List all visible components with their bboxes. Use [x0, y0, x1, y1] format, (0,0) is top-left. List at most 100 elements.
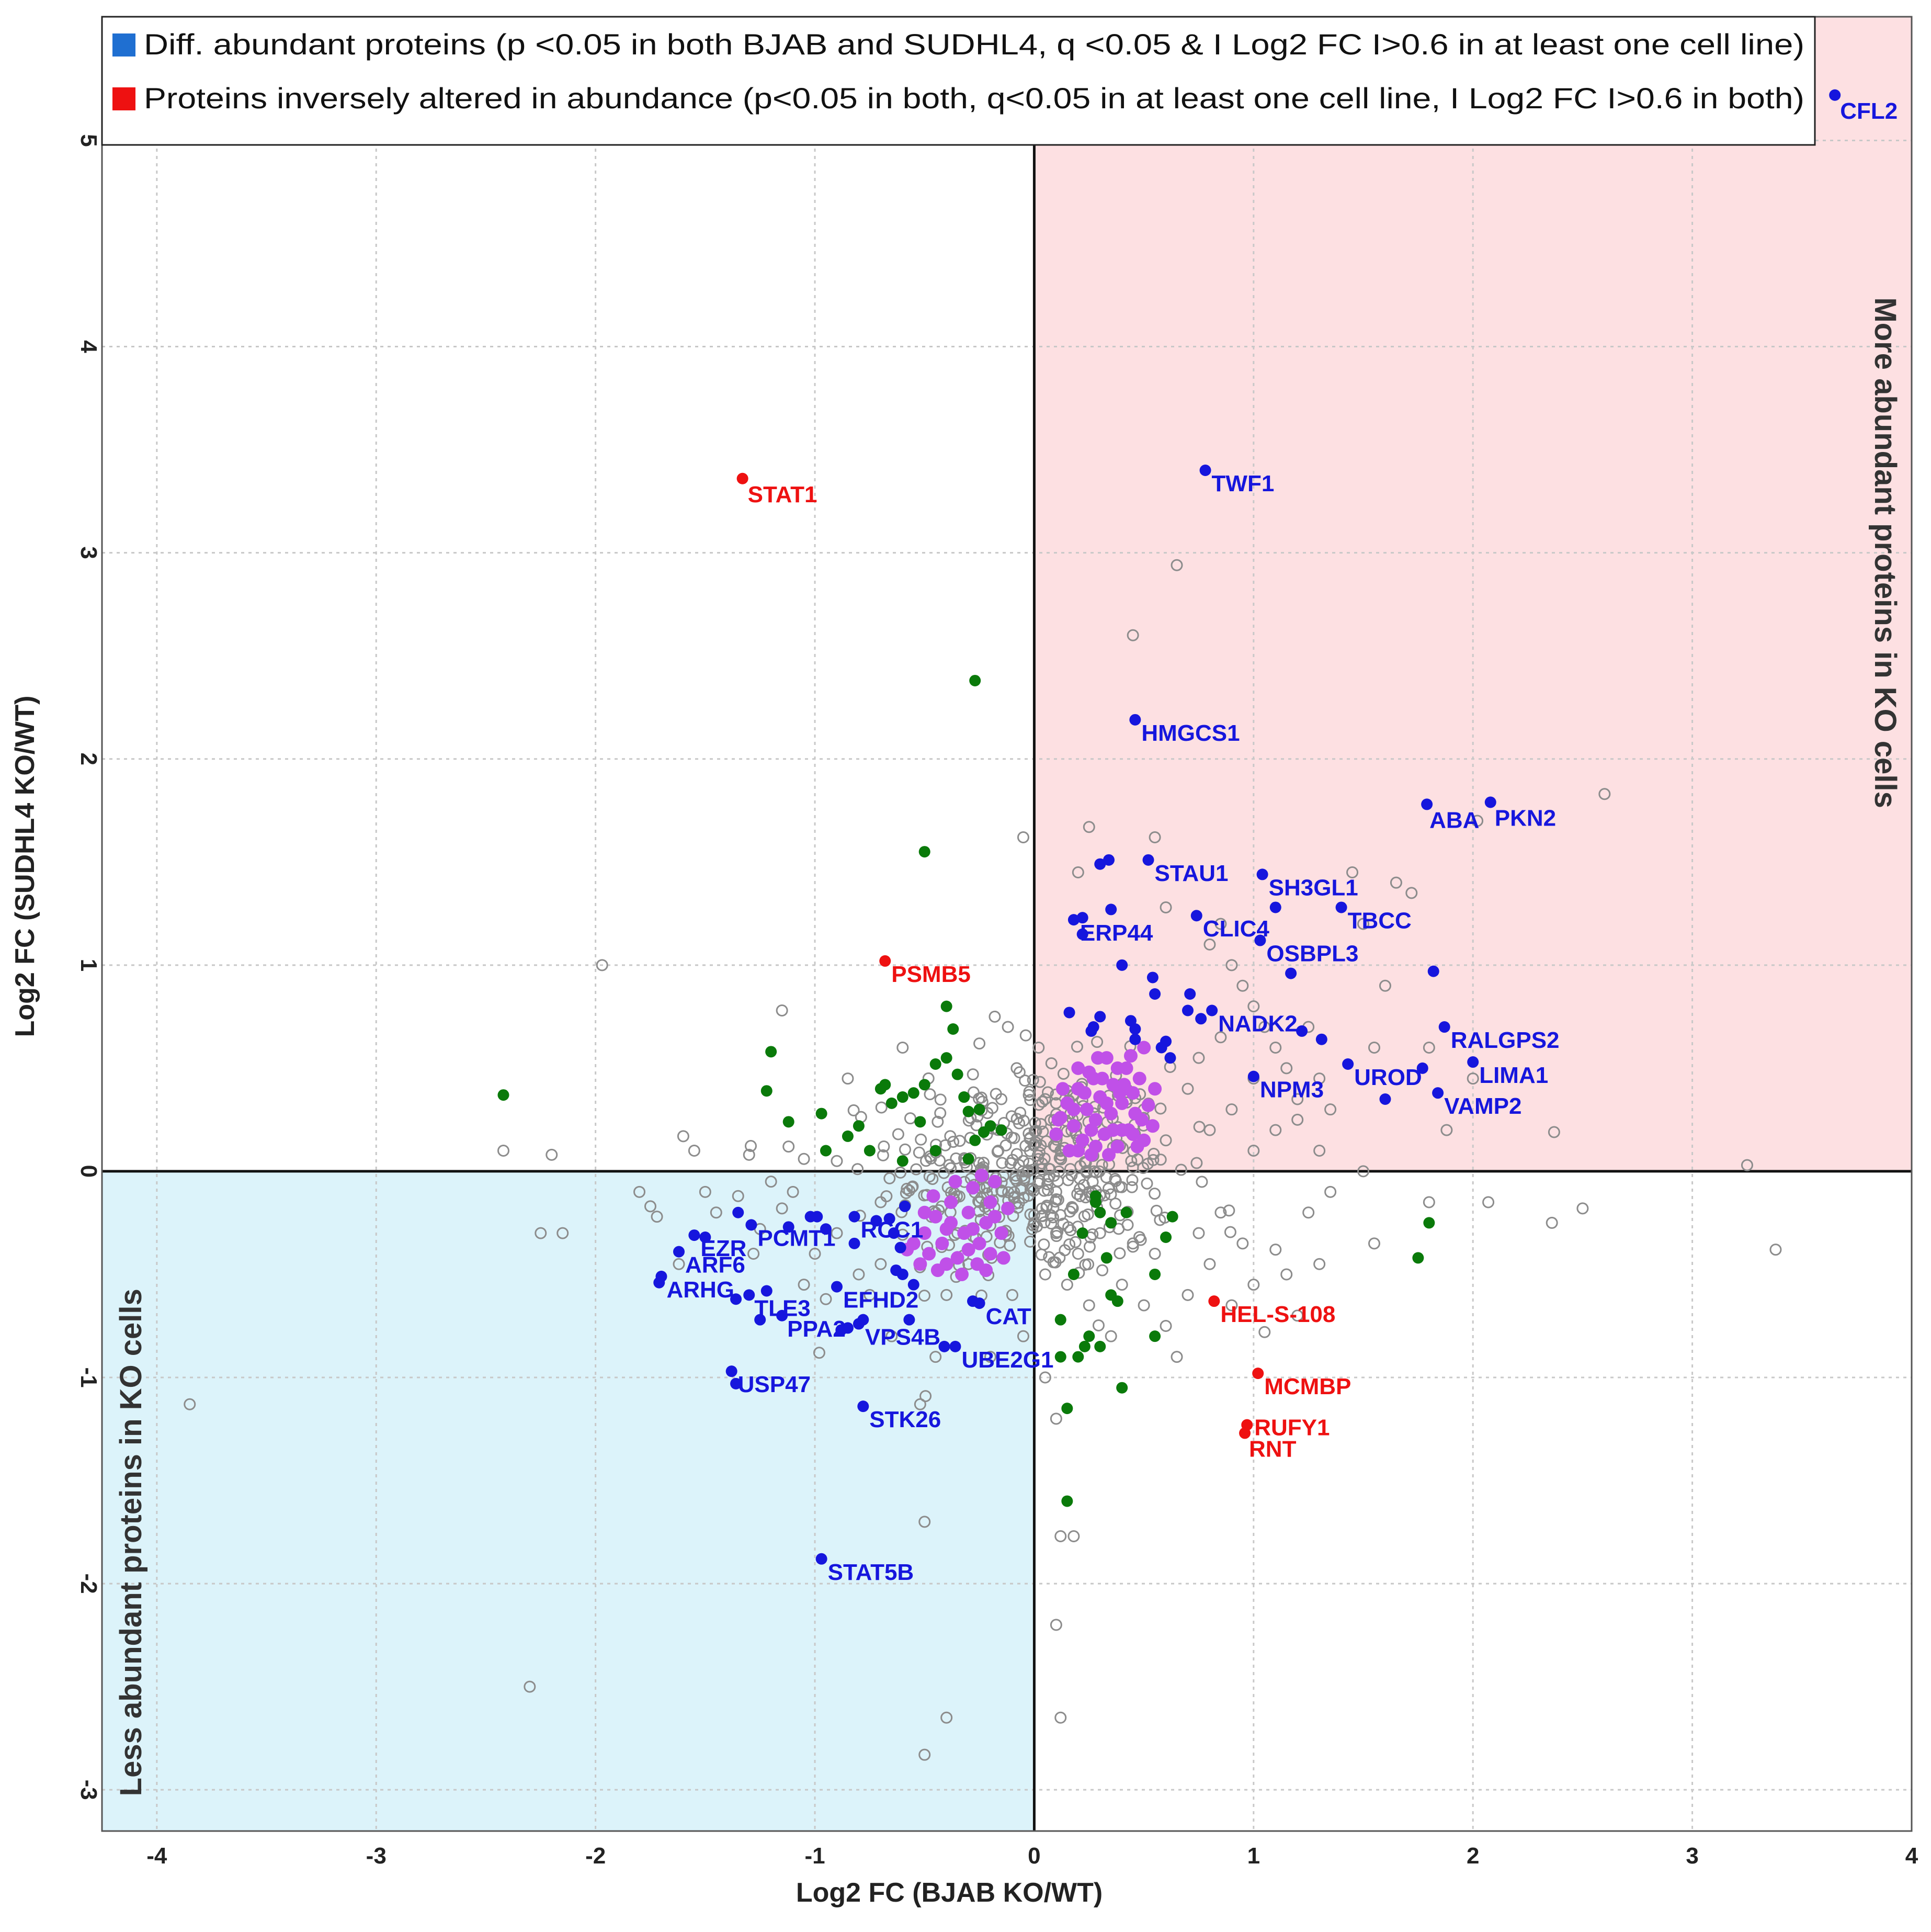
data-point-gray — [1062, 1174, 1074, 1187]
data-point-gray — [953, 1135, 966, 1147]
data-point-gray — [1009, 1172, 1021, 1185]
data-point-gray — [1105, 1330, 1117, 1342]
y-tick-label: 2 — [76, 752, 101, 765]
data-point-purple — [950, 1251, 964, 1265]
data-point-purple — [1112, 1086, 1127, 1100]
data-point-purple — [994, 1226, 1008, 1240]
data-point-green — [962, 1153, 974, 1165]
data-point-purple — [1132, 1071, 1146, 1086]
data-point-gray — [945, 1162, 957, 1174]
data-point-gray — [1546, 1216, 1558, 1229]
data-point-gray — [1368, 1237, 1380, 1250]
region-upper-right — [1034, 17, 1912, 1171]
data-point-blue — [1149, 988, 1161, 1000]
data-point-gray — [1225, 1299, 1238, 1312]
data-point-gray — [1126, 1181, 1138, 1193]
data-point-gray — [1125, 1155, 1138, 1167]
point-label-stk26: STK26 — [869, 1407, 941, 1432]
data-point-gray — [1004, 1239, 1016, 1252]
data-point-purple — [1071, 1061, 1085, 1075]
data-point-purple — [922, 1247, 936, 1261]
data-point-gray — [1087, 1165, 1100, 1178]
data-point-gray — [892, 1128, 904, 1140]
data-point-purple — [987, 1174, 1002, 1189]
data-point-green — [896, 1091, 908, 1103]
point-label-stau1: STAU1 — [1155, 861, 1229, 886]
data-point-green — [1072, 1351, 1084, 1363]
data-point-gray — [1008, 1191, 1021, 1203]
data-point-gray — [535, 1227, 547, 1239]
data-point-purple — [944, 1216, 958, 1230]
data-point-gray — [1096, 1264, 1109, 1276]
data-point-gray — [1346, 866, 1359, 878]
data-point-gray — [1313, 1145, 1326, 1157]
data-point-gray — [1008, 1186, 1020, 1199]
data-point-gray — [1018, 1172, 1031, 1184]
data-point-purple — [987, 1210, 1002, 1224]
data-point-green — [1423, 1217, 1435, 1229]
data-point-gray — [939, 1139, 951, 1151]
data-point-gray — [1027, 1163, 1039, 1176]
data-point-purple — [1123, 1049, 1138, 1063]
data-point-purple — [930, 1263, 945, 1278]
data-point-gray — [1137, 1162, 1150, 1174]
point-label-pkn2: PKN2 — [1495, 805, 1556, 831]
data-point-gray — [1127, 1237, 1139, 1250]
data-point-gray — [1024, 1235, 1037, 1248]
data-point-green — [896, 1155, 908, 1167]
data-point-gray — [1037, 1125, 1049, 1138]
data-point-gray — [1057, 1067, 1070, 1080]
data-point-gray — [1440, 1124, 1453, 1136]
data-point-gray — [1214, 1206, 1227, 1219]
data-point-purple — [1077, 1086, 1092, 1100]
data-point-gray — [747, 1248, 760, 1260]
data-point-gray — [1548, 1126, 1560, 1138]
point-label-ppa2: PPA2 — [787, 1316, 846, 1342]
data-point-blue — [688, 1229, 700, 1241]
data-point-purple — [979, 1263, 993, 1278]
purple-points — [900, 1041, 1162, 1281]
point-label-psmb5: PSMB5 — [891, 962, 971, 987]
data-point-purple — [961, 1242, 975, 1257]
data-point-gray — [1050, 1193, 1063, 1205]
data-point-gray — [1192, 1052, 1205, 1064]
data-point-gray — [1072, 866, 1084, 878]
data-point-purple — [928, 1210, 942, 1224]
data-point-gray — [915, 1133, 927, 1146]
data-point-gray — [875, 1101, 888, 1114]
data-point-gray — [744, 1140, 757, 1153]
data-point-gray — [1423, 1196, 1435, 1208]
data-point-green — [918, 846, 930, 858]
data-point-gray — [913, 1146, 925, 1159]
point-label-arf6: ARF6 — [685, 1252, 745, 1278]
data-point-purple — [1084, 1123, 1098, 1137]
data-point-gray — [1741, 1159, 1753, 1171]
data-point-blue — [804, 1211, 816, 1223]
quadrant-regions — [102, 17, 1912, 1831]
data-point-gray — [929, 1351, 942, 1363]
data-point-gray — [842, 1072, 854, 1085]
data-point-gray — [787, 1185, 799, 1198]
data-point-gray — [904, 1112, 916, 1125]
data-point-blue — [1076, 912, 1088, 924]
data-point-gray — [914, 1398, 926, 1410]
data-point-gray — [1171, 1351, 1183, 1363]
data-point-gray — [1109, 1197, 1122, 1210]
data-point-gray — [1236, 1237, 1249, 1250]
data-point-green — [1105, 1217, 1117, 1229]
data-point-gray — [899, 1143, 911, 1156]
data-point-gray — [1423, 1041, 1435, 1054]
data-point-gray — [765, 1176, 777, 1188]
data-point-gray — [1044, 1163, 1057, 1176]
data-point-gray — [820, 1293, 832, 1305]
data-point-blue — [730, 1377, 742, 1389]
data-point-green — [1067, 1268, 1080, 1280]
data-point-gray — [1017, 1192, 1030, 1204]
data-point-gray — [1203, 1258, 1216, 1270]
data-point-purple — [1102, 1148, 1116, 1162]
data-point-gray — [1313, 1072, 1326, 1085]
data-point-purple — [1134, 1113, 1149, 1127]
data-point-gray — [673, 1258, 685, 1270]
data-point-gray — [1059, 1244, 1071, 1257]
point-label-usp47: USP47 — [738, 1372, 811, 1397]
